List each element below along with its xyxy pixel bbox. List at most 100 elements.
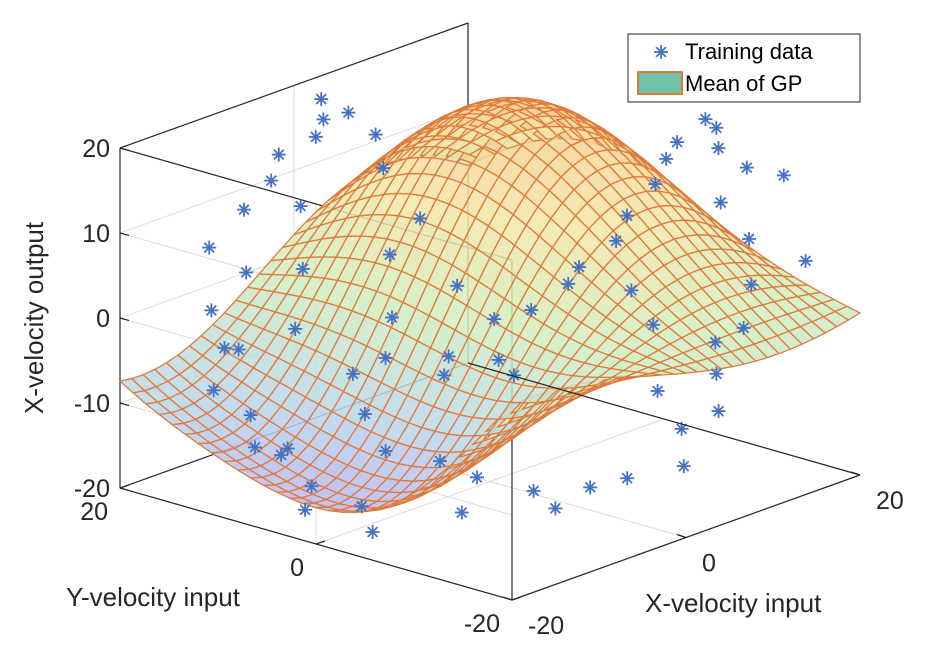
training-point <box>583 480 598 495</box>
asterisk-stroke <box>273 149 285 161</box>
legend-asterisk <box>654 45 668 59</box>
asterisk-stroke <box>233 343 245 356</box>
training-point <box>316 112 331 127</box>
asterisk-stroke <box>699 113 711 125</box>
training-point <box>264 173 279 188</box>
legend: Training data Mean of GP <box>627 33 861 103</box>
asterisk-stroke <box>434 455 446 467</box>
asterisk-stroke <box>203 242 215 254</box>
asterisk-stroke <box>379 352 392 364</box>
legend-label-mean-of-gp: Mean of GP <box>685 71 802 96</box>
asterisk-stroke <box>743 233 755 245</box>
y-tick <box>511 596 522 601</box>
training-point <box>441 349 456 364</box>
asterisk-stroke <box>508 369 520 381</box>
y-tick-label: -20 <box>464 610 500 638</box>
training-point <box>341 105 356 120</box>
asterisk-stroke <box>347 368 359 380</box>
x-tick <box>850 471 861 476</box>
training-point <box>744 277 759 292</box>
asterisk-stroke <box>208 384 220 396</box>
training-point <box>271 147 286 162</box>
x-tick <box>502 596 513 601</box>
training-point <box>650 384 665 398</box>
training-point <box>376 161 391 176</box>
asterisk-stroke <box>710 122 722 134</box>
asterisk-marker-icon <box>654 45 668 59</box>
asterisk-stroke <box>451 280 463 292</box>
training-point <box>798 253 813 268</box>
training-point <box>304 479 319 494</box>
training-point <box>248 440 262 455</box>
asterisk-stroke <box>488 313 500 325</box>
z-tick <box>119 232 130 237</box>
asterisk-stroke <box>562 278 574 290</box>
asterisk-stroke <box>414 212 426 225</box>
asterisk-stroke <box>245 409 257 421</box>
training-point <box>202 240 217 255</box>
training-point <box>624 283 639 298</box>
training-point <box>711 404 726 419</box>
training-point <box>742 232 756 246</box>
x-axis-label: X-velocity input <box>645 588 822 618</box>
asterisk-stroke <box>377 162 389 174</box>
training-point <box>433 454 447 469</box>
surface-patch <box>834 305 861 321</box>
training-point <box>736 320 751 335</box>
asterisk-stroke <box>218 342 231 354</box>
training-point <box>357 407 372 421</box>
training-point <box>450 278 465 293</box>
asterisk-stroke <box>493 354 505 366</box>
asterisk-stroke <box>652 385 664 397</box>
asterisk-stroke <box>438 369 450 381</box>
asterisk-stroke <box>647 319 659 331</box>
asterisk-stroke <box>528 485 540 497</box>
training-point <box>378 351 393 365</box>
training-point <box>676 459 691 474</box>
asterisk-stroke <box>356 500 368 512</box>
asterisk-stroke <box>456 506 468 519</box>
asterisk-stroke <box>800 255 812 267</box>
asterisk-stroke <box>299 504 311 516</box>
z-tick <box>119 317 130 322</box>
asterisk-stroke <box>610 235 622 247</box>
z-tick <box>119 147 130 152</box>
asterisk-stroke <box>380 445 392 457</box>
asterisk-stroke <box>678 460 690 472</box>
asterisk-stroke <box>573 261 585 273</box>
training-point <box>709 120 724 135</box>
asterisk-stroke <box>649 178 661 190</box>
training-point <box>217 341 232 355</box>
training-point <box>739 160 754 175</box>
training-point <box>206 383 221 398</box>
box-edge <box>119 22 469 149</box>
asterisk-stroke <box>621 210 633 222</box>
training-point <box>487 312 502 327</box>
y-axis-label: Y-velocity input <box>66 582 241 612</box>
z-axis-label: X-velocity output <box>19 221 49 414</box>
training-point <box>288 321 303 336</box>
z-tick <box>119 402 130 407</box>
training-point <box>237 202 251 217</box>
z-tick-label: 0 <box>96 305 110 333</box>
training-point <box>491 352 506 367</box>
training-point <box>659 151 674 166</box>
asterisk-stroke <box>738 322 750 334</box>
asterisk-stroke <box>710 368 722 380</box>
training-point <box>204 303 219 318</box>
asterisk-stroke <box>715 196 727 209</box>
asterisk-stroke <box>709 336 721 348</box>
asterisk-stroke <box>671 136 683 148</box>
asterisk-stroke <box>549 502 561 514</box>
training-point <box>243 408 258 423</box>
asterisk-stroke <box>367 526 379 538</box>
training-point <box>713 195 728 210</box>
asterisk-stroke <box>240 266 252 279</box>
asterisk-stroke <box>249 441 261 453</box>
training-point <box>648 177 663 192</box>
asterisk-stroke <box>584 481 596 493</box>
training-point <box>314 92 329 107</box>
training-point <box>470 470 484 485</box>
training-point <box>548 501 563 516</box>
